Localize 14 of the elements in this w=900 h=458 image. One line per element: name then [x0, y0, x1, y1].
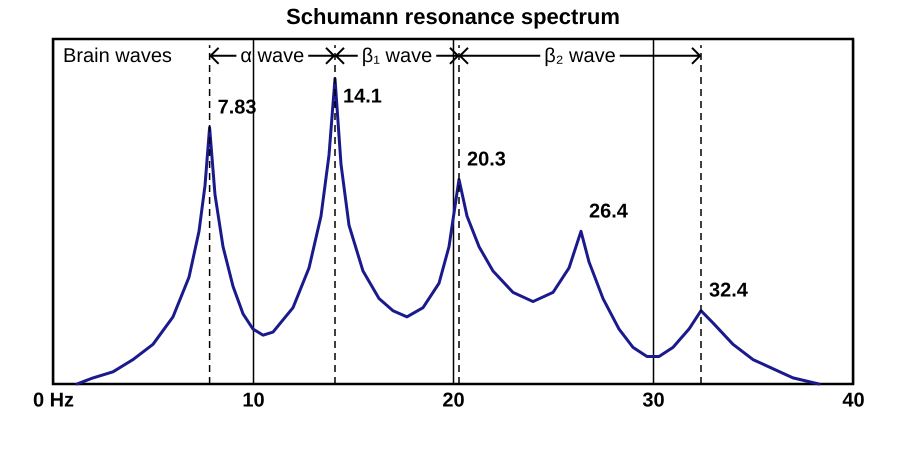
- text: β₁ wave: [362, 44, 432, 67]
- x-tick-label: 20: [442, 390, 465, 412]
- annotation: 14.1: [343, 86, 382, 108]
- annotation: 26.4: [589, 200, 629, 222]
- text: Brain waves: [63, 44, 172, 67]
- annotation: 32.4: [709, 280, 749, 302]
- x-tick-label: 30: [642, 390, 665, 412]
- text: β₂ wave: [544, 44, 616, 67]
- x-tick-label: 10: [242, 390, 265, 412]
- x-tick-label: 40: [842, 390, 865, 412]
- text: α wave: [240, 44, 304, 67]
- x-tick-label: 0 Hz: [32, 390, 74, 412]
- annotation: 20.3: [467, 148, 506, 170]
- chart-title: Schumann resonance spectrum: [286, 4, 620, 29]
